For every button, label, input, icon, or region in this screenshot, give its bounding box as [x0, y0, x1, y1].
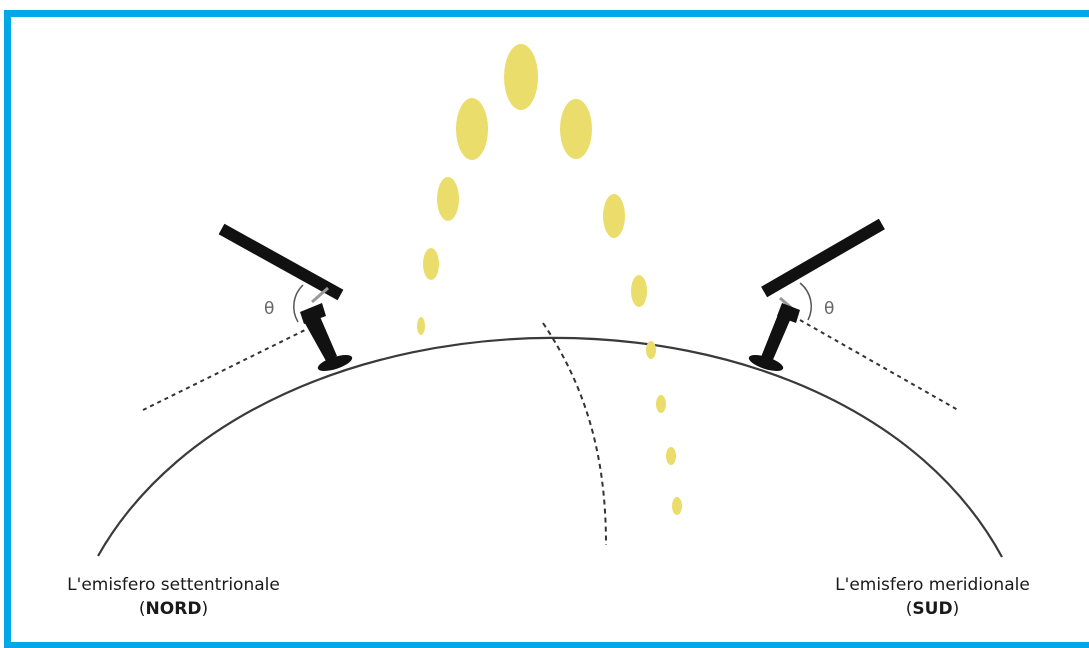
north-angle-label: θ [264, 299, 274, 319]
sun-position [656, 395, 666, 413]
sun-position [603, 194, 625, 238]
earth-surface-icon [98, 338, 1002, 557]
sun-position [423, 248, 439, 280]
sun-position [646, 341, 656, 359]
solar-panel-icon: θ [747, 219, 958, 410]
south-hemisphere-title: L'emisfero meridionale [805, 573, 1060, 597]
north-hemisphere-title: L'emisfero settentrionale [36, 573, 311, 597]
sun-position [504, 44, 538, 110]
north-hemisphere-code-line: (NORD) [36, 597, 311, 621]
sun-position [437, 177, 459, 221]
meridian-dashed-line [543, 323, 606, 545]
sun-position [666, 447, 676, 465]
south-code: SUD [912, 599, 952, 619]
sun-position [672, 497, 682, 515]
sun-path-icon [417, 44, 682, 515]
north-code: NORD [146, 599, 202, 619]
south-hemisphere-code-line: (SUD) [805, 597, 1060, 621]
south-angle-label: θ [824, 299, 834, 319]
north-horizon-dashed-line [143, 330, 305, 410]
sun-position [560, 99, 592, 159]
solar-panel-icon: θ [143, 224, 354, 410]
south-angle-arc [800, 283, 811, 320]
sun-position [456, 98, 488, 160]
sun-position [417, 317, 425, 335]
sun-position [631, 275, 647, 307]
south-hemisphere-label: L'emisfero meridionale (SUD) [805, 573, 1060, 621]
north-hemisphere-label: L'emisfero settentrionale (NORD) [36, 573, 311, 621]
